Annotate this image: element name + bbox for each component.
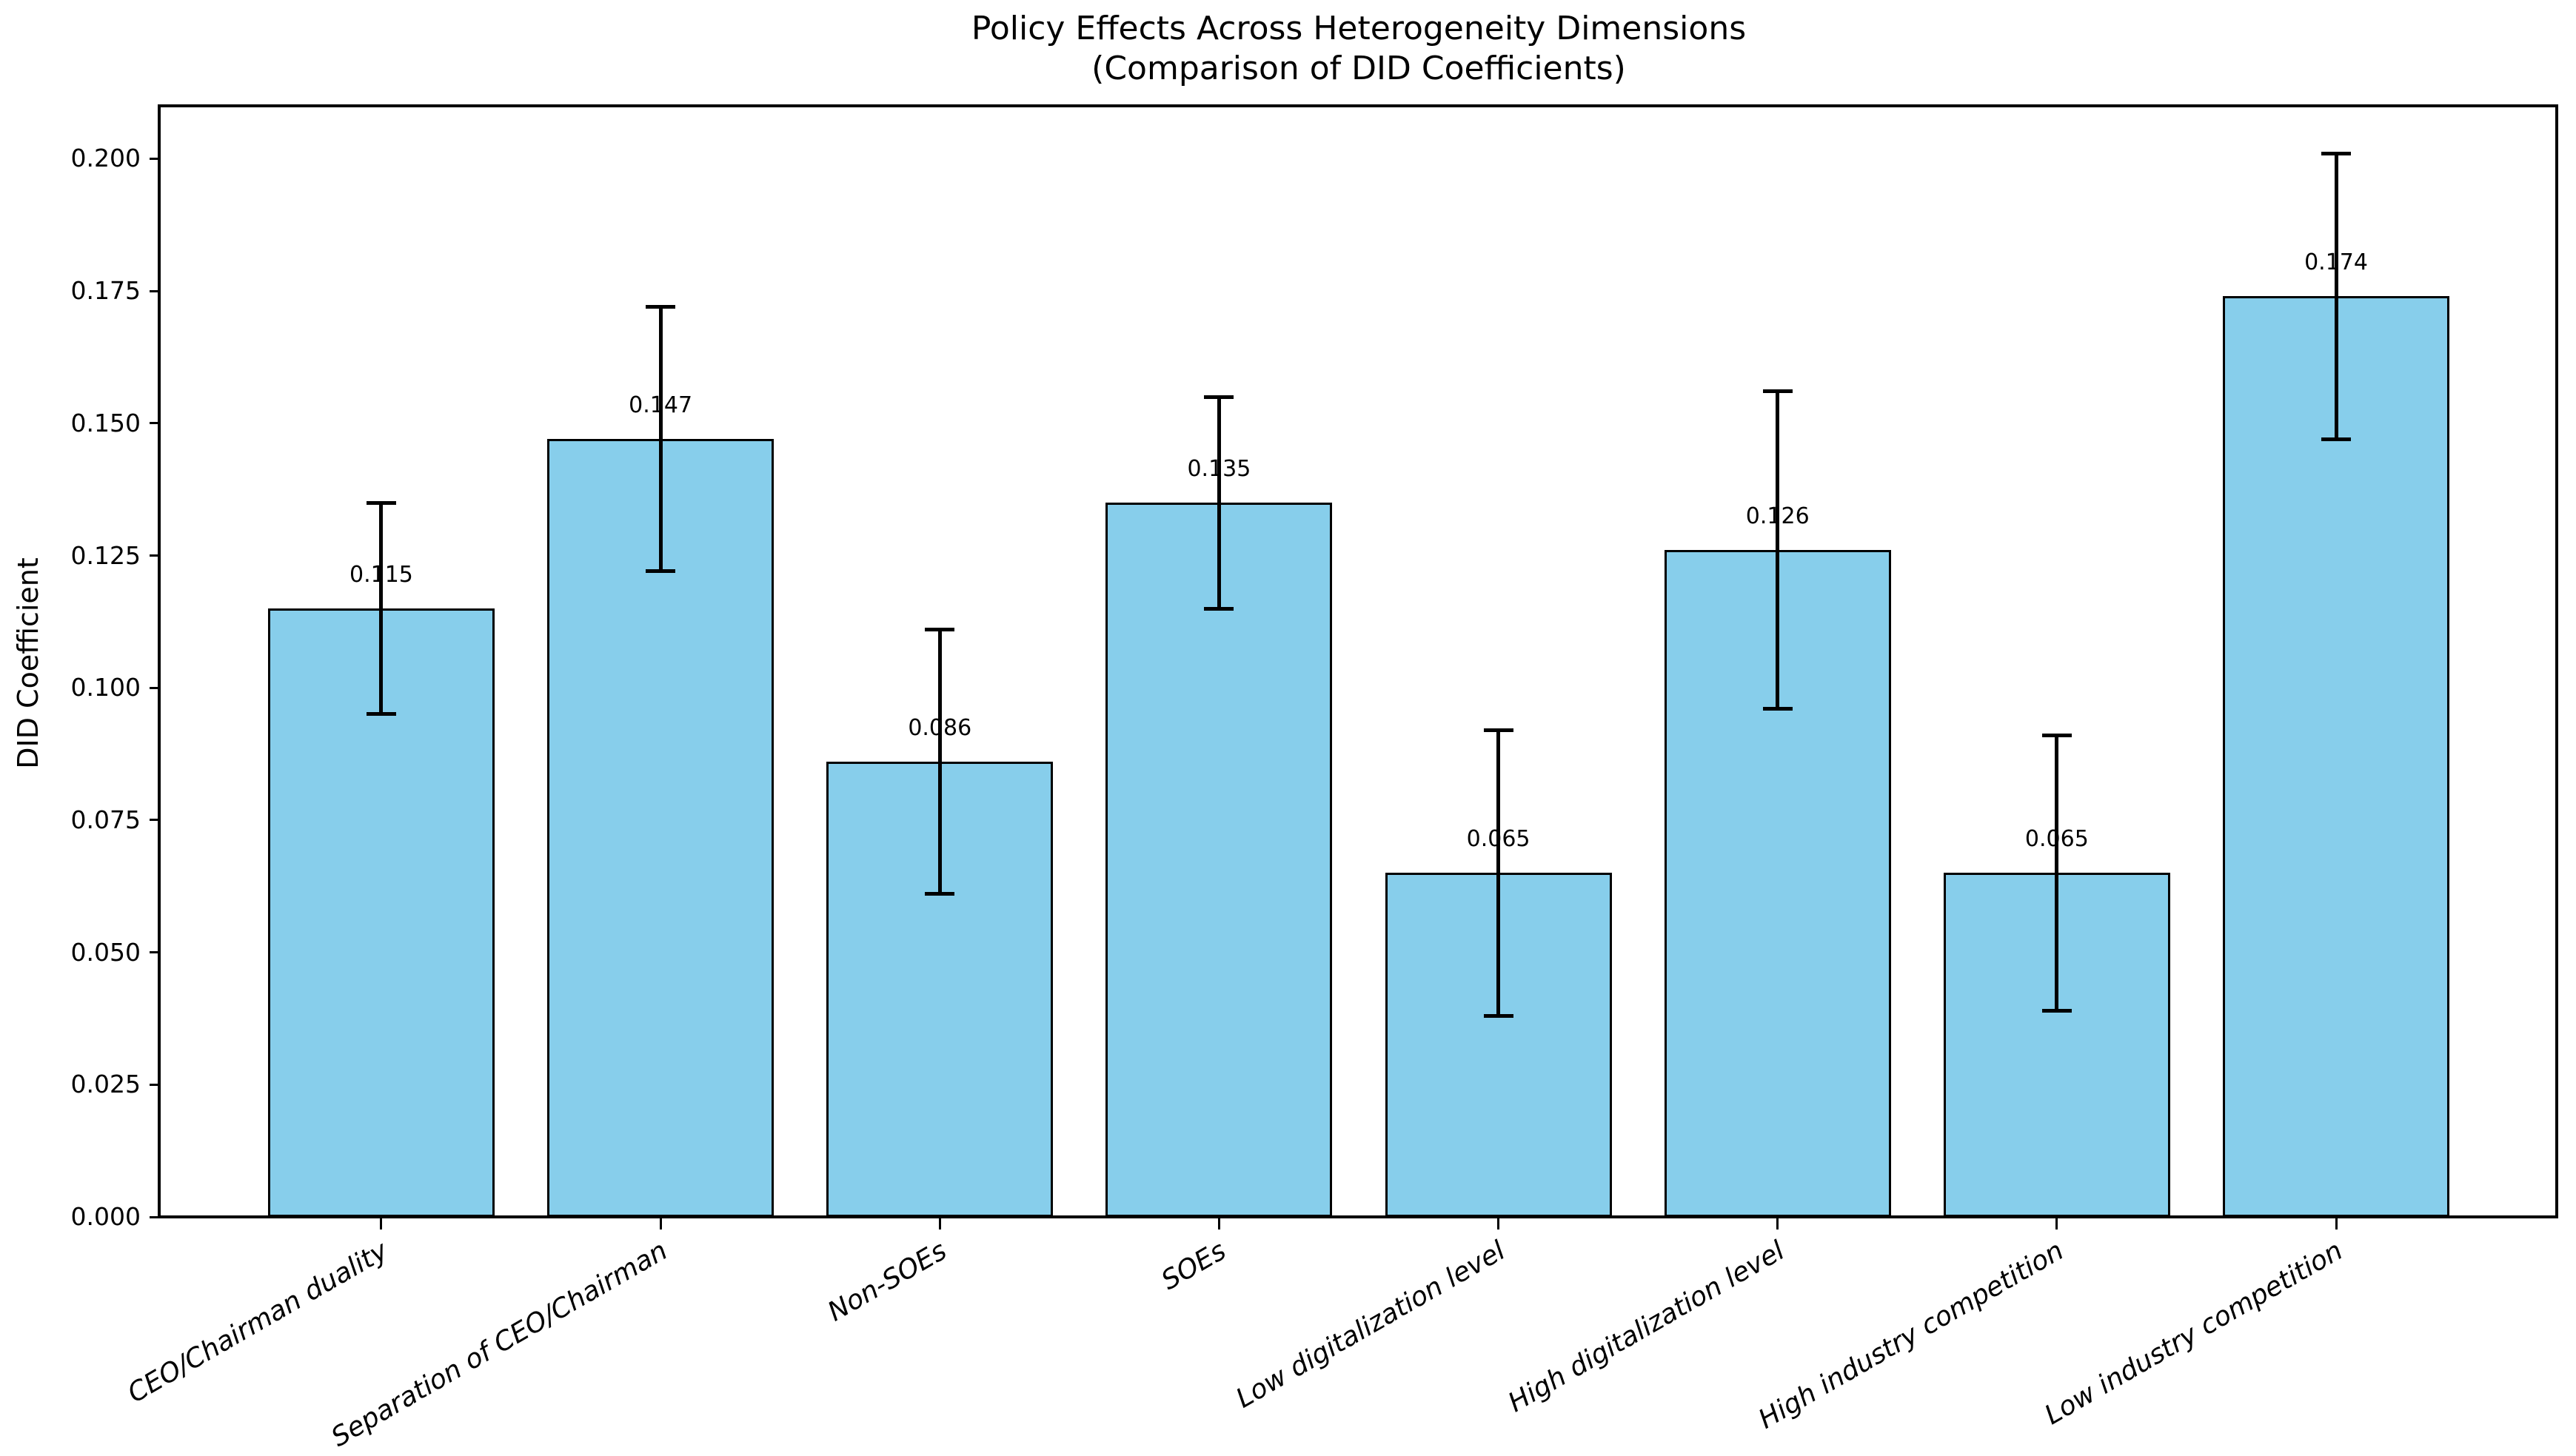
y-tick-label: 0.125 [70,540,141,570]
x-tick-mark [380,1218,383,1229]
y-axis-label: DID Coefficient [12,557,44,769]
error-bar-cap-bottom [1204,606,1234,611]
y-tick-mark [150,1215,161,1218]
chart-title-line1: Policy Effects Across Heterogeneity Dime… [971,10,1747,47]
error-bar-line [2055,735,2059,1011]
error-bar-line [2334,153,2338,440]
y-tick-mark [150,1083,161,1086]
error-bar-cap-bottom [2041,1008,2072,1013]
x-tick-label: Low digitalization level [1231,1235,1511,1415]
chart-title: Policy Effects Across Heterogeneity Dime… [161,9,2557,89]
error-bar-cap-bottom [366,712,396,717]
x-tick-mark [2335,1218,2338,1229]
bar [1105,503,1333,1217]
bar-value-label: 0.065 [2024,826,2089,853]
chart-title-line2: (Comparison of DID Coefficients) [1091,50,1626,87]
x-tick-label: Non-SOEs [823,1235,952,1328]
error-bar-cap-bottom [646,569,676,574]
y-tick-label: 0.200 [70,144,141,173]
bar-value-label: 0.135 [1187,456,1251,483]
x-tick-label: Low industry competition [2039,1235,2349,1432]
y-tick-label: 0.025 [70,1070,141,1099]
bar-value-label: 0.147 [629,392,693,419]
x-tick-mark [2055,1218,2058,1229]
x-tick-label: High industry competition [1753,1235,2069,1435]
error-bar-line [1496,730,1501,1016]
bar-value-label: 0.126 [1745,503,1810,530]
y-tick-mark [150,686,161,689]
error-bar-cap-bottom [1483,1013,1513,1018]
error-bar-line [1217,397,1221,608]
bar-value-label: 0.086 [908,715,972,742]
y-tick-mark [150,422,161,425]
y-tick-label: 0.050 [70,937,141,967]
bar-value-label: 0.174 [2304,249,2368,276]
x-tick-mark [938,1218,941,1229]
error-bar-cap-top [1483,728,1513,732]
error-bar-cap-top [1204,395,1234,399]
bar-value-label: 0.065 [1466,826,1530,853]
x-tick-label: High digitalization level [1502,1235,1790,1419]
y-tick-label: 0.175 [70,276,141,306]
error-bar-cap-bottom [1762,707,1793,711]
y-tick-label: 0.100 [70,673,141,702]
plot-area-frame [158,104,2558,1218]
bar-value-label: 0.115 [349,562,413,588]
x-tick-label: CEO/Chairman duality [123,1235,393,1409]
error-bar-line [379,503,384,714]
y-tick-label: 0.150 [70,408,141,437]
x-tick-mark [1497,1218,1500,1229]
y-tick-mark [150,289,161,292]
y-tick-mark [150,951,161,954]
y-tick-label: 0.075 [70,805,141,834]
y-tick-mark [150,554,161,557]
x-tick-mark [1217,1218,1220,1229]
bar [2223,296,2450,1217]
error-bar-cap-top [2321,151,2352,155]
y-tick-mark [150,819,161,822]
error-bar-line [1776,391,1780,709]
x-tick-label: SOEs [1156,1235,1231,1296]
error-bar-cap-top [2041,734,2072,738]
error-bar-cap-bottom [2321,437,2352,441]
x-tick-mark [659,1218,662,1229]
error-bar-line [658,306,663,571]
error-bar-cap-bottom [925,892,955,896]
error-bar-cap-top [646,305,676,309]
error-bar-cap-top [1762,389,1793,394]
y-tick-label: 0.000 [70,1202,141,1231]
error-bar-cap-top [925,628,955,632]
x-tick-mark [1776,1218,1779,1229]
error-bar-cap-top [366,500,396,505]
y-tick-mark [150,157,161,160]
error-bar-line [937,629,942,894]
